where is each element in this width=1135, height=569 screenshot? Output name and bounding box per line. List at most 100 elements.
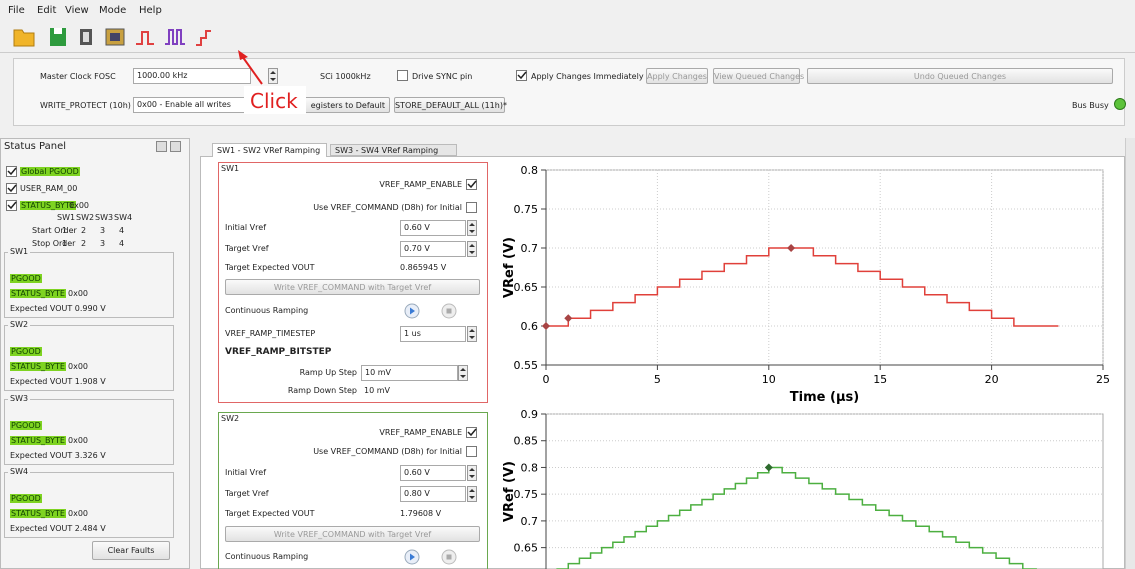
status-label: STATUS_BYTE: [10, 436, 66, 445]
checkbox-glyph: [466, 427, 477, 438]
menu-item[interactable]: File: [8, 5, 25, 16]
label: Target Expected VOUT: [225, 509, 315, 518]
value: 0.865945 V: [400, 263, 447, 272]
checkbox-glyph: [397, 70, 408, 81]
spin-buttons[interactable]: [268, 68, 278, 84]
spin-buttons[interactable]: [467, 241, 477, 257]
section-title: VREF_RAMP_BITSTEP: [225, 347, 332, 357]
group-title: SW1: [221, 164, 240, 173]
checkbox[interactable]: [6, 200, 17, 211]
column-header: SW3: [95, 213, 114, 222]
open-icon[interactable]: [13, 29, 35, 47]
input[interactable]: 0.70 V: [400, 241, 466, 257]
button[interactable]: Write VREF_COMMAND with Target Vref: [225, 279, 480, 295]
input[interactable]: 1 us: [400, 326, 466, 342]
sw-group: [218, 162, 488, 403]
checkbox[interactable]: [6, 183, 17, 194]
stop-button[interactable]: [441, 549, 457, 565]
label: SCi 1000kHz: [320, 72, 371, 81]
button[interactable]: Undo Queued Changes: [807, 68, 1113, 84]
button[interactable]: View Queued Changes: [713, 68, 804, 84]
chip-icon[interactable]: [80, 29, 92, 45]
play-button[interactable]: [404, 549, 420, 565]
button[interactable]: Apply Changes: [646, 68, 708, 84]
label: VREF_RAMP_ENABLE: [379, 428, 462, 437]
save-icon[interactable]: [50, 28, 66, 46]
label: Target Vref: [225, 244, 269, 253]
pgood: PGOOD: [10, 347, 42, 356]
ramp-icon[interactable]: [196, 30, 211, 46]
group-title: SW4: [8, 467, 31, 476]
menu-item[interactable]: Mode: [99, 5, 127, 16]
checkbox-glyph: [466, 179, 477, 190]
menu-item[interactable]: Help: [139, 5, 162, 16]
button[interactable]: egisters to Default: [300, 97, 390, 113]
label: Use VREF_COMMAND (D8h) for Initial: [313, 203, 462, 212]
vout: Expected VOUT 2.484 V: [10, 524, 106, 533]
select[interactable]: 0x00 - Enable all writes: [133, 97, 251, 113]
button[interactable]: Clear Faults: [92, 541, 170, 560]
spin-buttons[interactable]: [467, 486, 477, 502]
label: VREF_RAMP_TIMESTEP: [225, 329, 316, 338]
pgood: PGOOD: [10, 421, 42, 430]
tab[interactable]: SW1 - SW2 VRef Ramping: [212, 143, 327, 157]
vout: Expected VOUT 0.990 V: [10, 304, 106, 313]
value: 10 mV: [364, 386, 390, 395]
stop-button-glyph: [441, 303, 457, 319]
checkbox[interactable]: [466, 446, 477, 457]
grid-icon[interactable]: [105, 28, 125, 46]
check-label: STATUS_BYTE: [20, 201, 76, 210]
spin-buttons[interactable]: [467, 465, 477, 481]
input[interactable]: 0.60 V: [400, 220, 466, 236]
wave-icon[interactable]: [136, 31, 154, 45]
play-button[interactable]: [404, 303, 420, 319]
vout: Expected VOUT 1.908 V: [10, 377, 106, 386]
checkbox[interactable]: [466, 202, 477, 213]
input[interactable]: 1000.00 kHz: [133, 68, 251, 84]
rail-group: [4, 325, 174, 391]
spin-buttons-glyph: [268, 68, 278, 84]
row-label: Start Order: [32, 226, 77, 235]
group-title: SW2: [8, 320, 31, 329]
panel-buttons-glyph: [156, 141, 181, 152]
spin-buttons[interactable]: [458, 365, 468, 381]
checkbox[interactable]: [6, 166, 17, 177]
input[interactable]: 0.60 V: [400, 465, 466, 481]
checkbox-glyph: [6, 183, 17, 194]
menu-item[interactable]: View: [65, 5, 89, 16]
column-header: SW2: [76, 213, 95, 222]
input[interactable]: 10 mV: [361, 365, 458, 381]
button[interactable]: Write VREF_COMMAND with Target Vref: [225, 526, 480, 542]
column-header: SW4: [114, 213, 133, 222]
scrollbar: [1125, 138, 1135, 569]
input[interactable]: 0.80 V: [400, 486, 466, 502]
status-led: [1113, 97, 1127, 111]
button[interactable]: STORE_DEFAULT_ALL (11h)*: [394, 97, 507, 113]
spin-buttons-glyph: [467, 326, 477, 342]
cell: 4: [119, 239, 125, 248]
spin-buttons[interactable]: [467, 326, 477, 342]
toolbar-separator: [0, 52, 1135, 53]
tab[interactable]: SW3 - SW4 VRef Ramping: [330, 144, 457, 156]
stop-button[interactable]: [441, 303, 457, 319]
checkbox[interactable]: [466, 179, 477, 190]
checkbox[interactable]: [466, 427, 477, 438]
label: VREF_RAMP_ENABLE: [379, 180, 462, 189]
label: WRITE_PROTECT (10h): [40, 101, 131, 110]
label: Continuous Ramping: [225, 306, 309, 315]
pgood: PGOOD: [10, 494, 42, 503]
rail-group: [4, 399, 174, 465]
status-label: STATUS_BYTE: [10, 509, 66, 518]
value: 1.79608 V: [400, 509, 442, 518]
checkbox[interactable]: [516, 70, 527, 81]
panel-buttons[interactable]: [156, 141, 182, 152]
multiwave-icon[interactable]: [165, 29, 185, 45]
spin-buttons[interactable]: [467, 220, 477, 236]
panel-title: Status Panel: [4, 141, 67, 152]
group-title: SW1: [8, 247, 31, 256]
menu-item[interactable]: Edit: [37, 5, 57, 16]
checkbox[interactable]: [397, 70, 408, 81]
spin-buttons-glyph: [467, 241, 477, 257]
value: 0x00: [68, 289, 89, 298]
